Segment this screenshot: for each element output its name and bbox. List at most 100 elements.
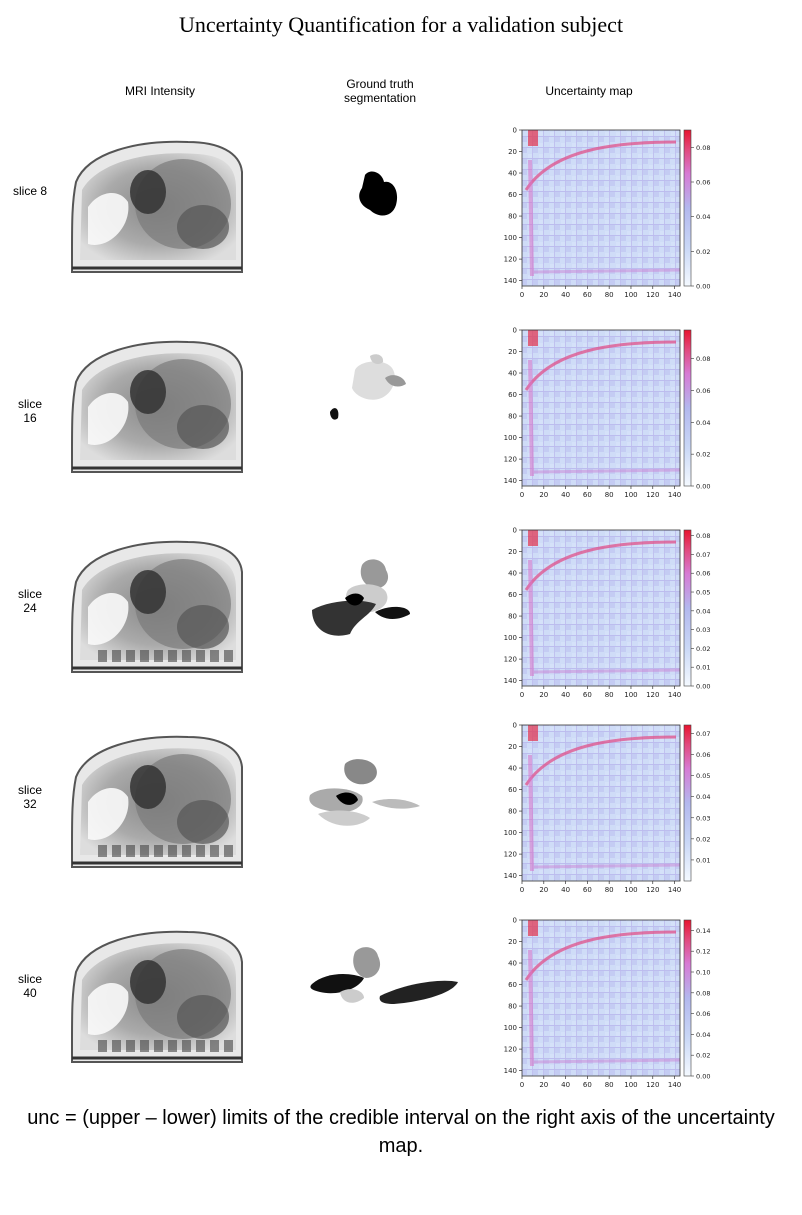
row-label-4: slice 32 — [0, 783, 60, 811]
x-tick-label: 20 — [539, 886, 548, 894]
colorbar-tick-label: 0.08 — [696, 144, 710, 152]
x-tick-label: 100 — [624, 886, 637, 894]
colorbar-tick-label: 0.07 — [696, 730, 710, 738]
colorbar-tick-label: 0.08 — [696, 989, 710, 997]
x-tick-label: 40 — [561, 886, 570, 894]
row-label-2: slice 16 — [0, 397, 60, 425]
x-tick-label: 0 — [520, 291, 524, 299]
x-tick-label: 40 — [561, 691, 570, 699]
uncertainty-map-plot: 0 0 20 20 40 40 60 60 80 80 100 100 120 120 140 140 0.08… — [504, 127, 711, 300]
y-tick-label: 80 — [508, 613, 517, 621]
row-label-1: slice 8 — [0, 184, 60, 198]
colorbar-tick-label: 0.01 — [696, 856, 710, 864]
y-tick-label: 40 — [508, 765, 517, 773]
mri-intensity-image — [71, 540, 243, 673]
colorbar-tick-label: 0.03 — [696, 814, 710, 822]
x-tick-label: 20 — [539, 491, 548, 499]
x-tick-label: 60 — [583, 291, 592, 299]
y-tick-label: 40 — [508, 960, 517, 968]
colorbar-tick-label: 0.04 — [696, 213, 710, 221]
x-tick-label: 80 — [605, 1081, 614, 1089]
colorbar-tick-label: 0.07 — [696, 551, 710, 559]
y-tick-label: 20 — [508, 148, 517, 156]
y-tick-label: 20 — [508, 938, 517, 946]
mri-intensity-image — [71, 930, 243, 1063]
x-tick-label: 0 — [520, 491, 524, 499]
column-header-ground-truth-line1: Ground truth — [346, 77, 414, 91]
row-label-line2: 24 — [23, 601, 37, 615]
colorbar-tick-label: 0.02 — [696, 1052, 710, 1060]
x-tick-label: 80 — [605, 886, 614, 894]
y-tick-label: 80 — [508, 1003, 517, 1011]
y-tick-label: 60 — [508, 786, 517, 794]
colorbar-tick-label: 0.02 — [696, 451, 710, 459]
colorbar-tick-label: 0.00 — [696, 683, 710, 691]
colorbar-tick-label: 0.06 — [696, 751, 710, 759]
y-tick-label: 100 — [504, 829, 517, 837]
x-tick-label: 20 — [539, 691, 548, 699]
x-tick-label: 140 — [668, 291, 681, 299]
colorbar-tick-label: 0.04 — [696, 793, 710, 801]
column-header-ground-truth: Ground truth segmentation — [310, 77, 450, 105]
y-tick-label: 60 — [508, 391, 517, 399]
x-tick-label: 20 — [539, 1081, 548, 1089]
colorbar-tick-label: 0.06 — [696, 570, 710, 578]
x-tick-label: 100 — [624, 291, 637, 299]
x-tick-label: 60 — [583, 1081, 592, 1089]
y-tick-label: 40 — [508, 170, 517, 178]
y-tick-label: 0 — [513, 127, 517, 135]
x-tick-label: 0 — [520, 886, 524, 894]
uncertainty-map-plot: 0 0 20 20 40 40 60 60 80 80 100 100 120 120 140 140 0.14… — [504, 917, 711, 1090]
colorbar-tick-label: 0.02 — [696, 835, 710, 843]
x-tick-label: 40 — [561, 491, 570, 499]
y-tick-label: 0 — [513, 917, 517, 925]
y-tick-label: 100 — [504, 634, 517, 642]
row-label-line2: 16 — [23, 411, 37, 425]
x-tick-label: 40 — [561, 1081, 570, 1089]
colorbar-tick-label: 0.06 — [696, 179, 710, 187]
y-tick-label: 60 — [508, 591, 517, 599]
x-tick-label: 80 — [605, 691, 614, 699]
colorbar-tick-label: 0.02 — [696, 248, 710, 256]
mri-intensity-image — [71, 735, 243, 868]
row-label-5: slice 40 — [0, 972, 60, 1000]
x-tick-label: 60 — [583, 886, 592, 894]
colorbar-tick-label: 0.14 — [696, 927, 710, 935]
y-tick-label: 120 — [504, 256, 517, 264]
figure-title: Uncertainty Quantification for a validat… — [178, 12, 624, 37]
y-tick-label: 120 — [504, 1046, 517, 1054]
column-header-ground-truth-line2: segmentation — [343, 91, 417, 105]
uncertainty-map-plot: 0 0 20 20 40 40 60 60 80 80 100 100 120 120 140 140 0.08… — [504, 327, 711, 500]
y-tick-label: 140 — [504, 277, 517, 285]
colorbar-tick-label: 0.12 — [696, 948, 710, 956]
column-header-mri: MRI Intensity — [124, 84, 196, 98]
y-tick-label: 20 — [508, 743, 517, 751]
x-tick-label: 20 — [539, 291, 548, 299]
x-tick-label: 140 — [668, 886, 681, 894]
x-tick-label: 140 — [668, 691, 681, 699]
colorbar-tick-label: 0.05 — [696, 589, 710, 597]
x-tick-label: 80 — [605, 291, 614, 299]
x-tick-label: 100 — [624, 691, 637, 699]
y-tick-label: 80 — [508, 213, 517, 221]
colorbar-tick-label: 0.04 — [696, 1031, 710, 1039]
y-tick-label: 80 — [508, 808, 517, 816]
x-tick-label: 40 — [561, 291, 570, 299]
colorbar-tick-label: 0.10 — [696, 969, 710, 977]
colorbar-tick-label: 0.06 — [696, 387, 710, 395]
row-label-line1: slice — [17, 972, 42, 986]
x-tick-label: 0 — [520, 1081, 524, 1089]
y-tick-label: 20 — [508, 348, 517, 356]
y-tick-label: 100 — [504, 434, 517, 442]
y-tick-label: 40 — [508, 370, 517, 378]
row-label-line1: slice 8 — [12, 184, 47, 198]
x-tick-label: 140 — [668, 491, 681, 499]
figure-caption: unc = (upper – lower) limits of the cred… — [27, 1107, 775, 1157]
y-tick-label: 140 — [504, 1067, 517, 1075]
colorbar-tick-label: 0.00 — [696, 1073, 710, 1081]
colorbar-tick-label: 0.08 — [696, 532, 710, 540]
row-label-line2: 40 — [23, 986, 37, 1000]
y-tick-label: 0 — [513, 722, 517, 730]
x-tick-label: 140 — [668, 1081, 681, 1089]
y-tick-label: 100 — [504, 234, 517, 242]
